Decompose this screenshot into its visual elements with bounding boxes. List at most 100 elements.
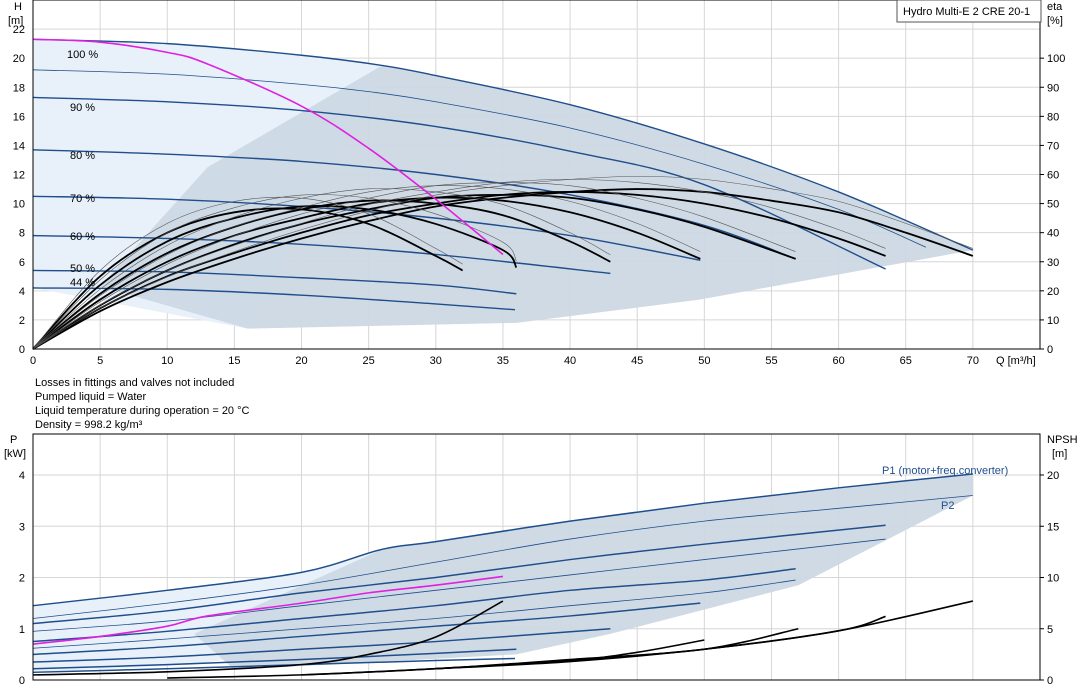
- npsh-axis-unit: [m]: [1052, 448, 1067, 460]
- head-x-tick-label: 15: [228, 355, 240, 367]
- head-y-tick-label: 18: [13, 82, 25, 94]
- p2-curve: [32, 579, 796, 649]
- head-x-tick-label: 65: [900, 355, 912, 367]
- p2-curve: [32, 495, 973, 619]
- duty-point-power-curve: [32, 575, 504, 645]
- efficiency-curve-thin: [32, 182, 796, 350]
- efficiency-curve-thin: [32, 175, 973, 350]
- power-y-tick-label: 3: [19, 521, 25, 533]
- head-curve: [32, 234, 611, 275]
- head-x-tick-label: 35: [497, 355, 509, 367]
- power-y-tick-label: 0: [19, 675, 25, 687]
- eta-tick-label: 70: [1047, 140, 1059, 152]
- power-chart-frame: [32, 433, 1041, 681]
- head-curve: [32, 69, 927, 248]
- head-axis-unit: [m]: [8, 15, 23, 27]
- efficiency-curve: [32, 196, 701, 350]
- head-x-tick-label: 5: [97, 355, 103, 367]
- efficiency-curve-thin: [32, 188, 611, 350]
- head-curve: [32, 287, 516, 311]
- head-x-tick-label: 45: [631, 355, 643, 367]
- head-curve: [32, 149, 796, 260]
- head-y-tick-label: 8: [19, 228, 25, 240]
- p1-curve: [32, 648, 517, 670]
- efficiency-curve-thin: [32, 196, 463, 350]
- head-y-tick-label: 12: [13, 170, 25, 182]
- efficiency-curve-thin: [32, 179, 886, 350]
- head-y-tick-label: 14: [13, 140, 25, 152]
- note-temperature: Liquid temperature during operation = 20…: [35, 405, 250, 417]
- note-density: Density = 998.2 kg/m³: [35, 419, 143, 431]
- head-x-tick-label: 20: [295, 355, 307, 367]
- speed-label-70: 70 %: [70, 193, 95, 205]
- head-y-tick-label: 4: [19, 286, 25, 298]
- head-operating-area: [100, 65, 973, 329]
- head-x-tick-label: 70: [967, 355, 979, 367]
- eta-tick-label: 60: [1047, 170, 1059, 182]
- head-x-tick-label: 30: [430, 355, 442, 367]
- p1-curve: [32, 473, 973, 607]
- efficiency-curve: [32, 207, 464, 350]
- head-y-tick-label: 22: [13, 24, 25, 36]
- power-axis-label: P: [10, 434, 17, 446]
- head-x-tick-label: 25: [363, 355, 375, 367]
- head-y-tick-label: 10: [13, 199, 25, 211]
- eta-tick-label: 80: [1047, 111, 1059, 123]
- efficiency-curve: [32, 205, 518, 350]
- npsh-curve: [32, 600, 504, 676]
- p2-series-label: P2: [941, 500, 954, 512]
- head-y-tick-label: 2: [19, 315, 25, 327]
- eta-tick-label: 40: [1047, 228, 1059, 240]
- note-liquid: Pumped liquid = Water: [35, 391, 147, 403]
- efficiency-curve-thin: [32, 185, 701, 350]
- efficiency-curve: [32, 199, 611, 350]
- head-y-tick-label: 16: [13, 111, 25, 123]
- speed-label-50: 50 %: [70, 263, 95, 275]
- head-chart-frame: [32, 0, 1041, 350]
- efficiency-curve: [32, 188, 974, 350]
- head-y-tick-label: 0: [19, 344, 25, 356]
- head-x-tick-label: 0: [30, 355, 36, 367]
- duty-point-curve: [32, 38, 504, 256]
- head-chart-operating-area: [33, 39, 973, 329]
- npsh-tick-label: 20: [1047, 470, 1059, 482]
- eta-tick-label: 90: [1047, 82, 1059, 94]
- power-chart-curves: [32, 473, 974, 679]
- speed-label-80: 80 %: [70, 150, 95, 162]
- p1-curve: [32, 628, 611, 663]
- power-chart-axes: 0 1 2 3 4 0 5 10 15 20: [19, 433, 1059, 687]
- eta-axis-unit: [%]: [1047, 15, 1063, 27]
- npsh-axis-label: NPSH: [1047, 434, 1078, 446]
- head-x-tick-label: 50: [698, 355, 710, 367]
- npsh-curve: [435, 600, 974, 670]
- efficiency-curve-thin: [32, 194, 517, 350]
- head-chart-axes: 0 5 10 15 20 25 30 35 40 45 50 55 60 65 70 0 2 4 6 8 10 12 14 1…: [13, 0, 1065, 367]
- npsh-tick-label: 10: [1047, 573, 1059, 585]
- p2-curve: [32, 538, 886, 632]
- head-x-tick-label: 40: [564, 355, 576, 367]
- head-x-tick-label: 10: [161, 355, 173, 367]
- eta-tick-label: 10: [1047, 315, 1059, 327]
- power-y-tick-label: 1: [19, 624, 25, 636]
- title-box: [896, 0, 1042, 23]
- head-curve: [32, 38, 974, 251]
- power-axis-unit: [kW]: [4, 448, 26, 460]
- note-losses: Losses in fittings and valves not includ…: [35, 377, 234, 389]
- power-y-tick-label: 4: [19, 470, 25, 482]
- eta-tick-label: 50: [1047, 199, 1059, 211]
- head-x-tick-label: 60: [832, 355, 844, 367]
- eta-tick-label: 30: [1047, 257, 1059, 269]
- eta-tick-label: 0: [1047, 344, 1053, 356]
- p1-series-label: P1 (motor+freq.converter): [882, 465, 1008, 477]
- npsh-tick-label: 5: [1047, 624, 1053, 636]
- npsh-curve: [301, 627, 799, 676]
- chart-title: Hydro Multi-E 2 CRE 20-1: [903, 6, 1030, 18]
- head-y-tick-label: 6: [19, 257, 25, 269]
- efficiency-curve: [32, 191, 886, 350]
- speed-label-44: 44 %: [70, 277, 95, 289]
- speed-label-100: 100 %: [67, 49, 98, 61]
- head-curve: [32, 195, 701, 261]
- p1-curve: [32, 568, 796, 643]
- npsh-tick-label: 0: [1047, 675, 1053, 687]
